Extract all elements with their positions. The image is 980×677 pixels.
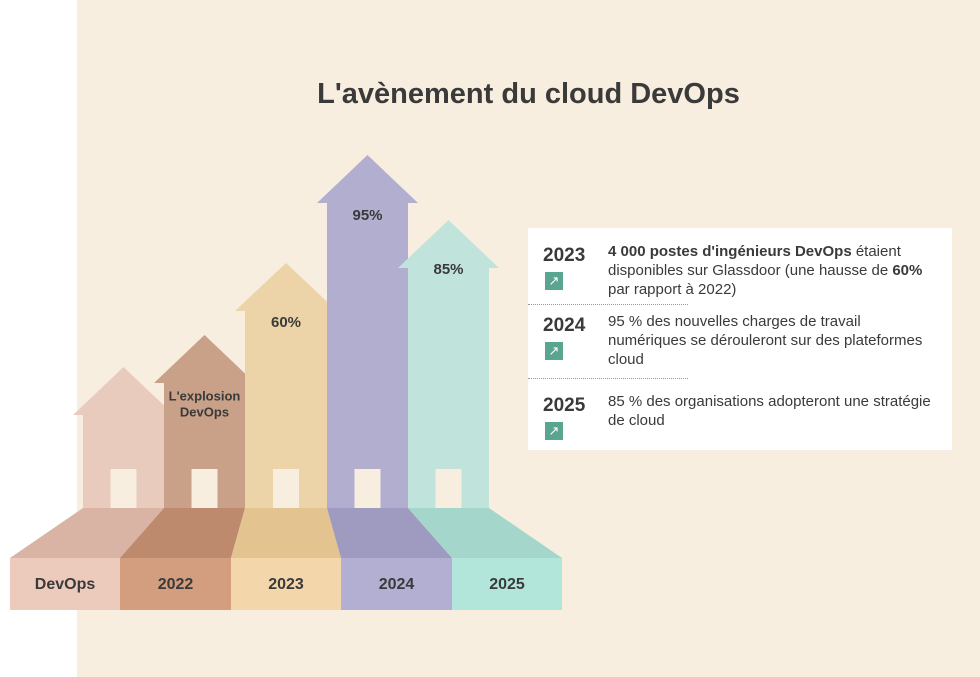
text-segment: par rapport à 2022) bbox=[608, 281, 737, 298]
text-segment: 60% bbox=[892, 262, 923, 279]
arrow-label: 2022 bbox=[158, 576, 194, 593]
arrow-icon: ↗ bbox=[545, 422, 563, 440]
fact-text: 4 000 postes d'ingénieurs DevOps étaient… bbox=[608, 242, 938, 299]
annotation: 85% bbox=[433, 261, 463, 278]
floor bbox=[120, 508, 245, 558]
annotation: L'explosion bbox=[169, 388, 241, 403]
arrow bbox=[73, 367, 174, 508]
label-box bbox=[452, 558, 562, 610]
arrow-label: 2025 bbox=[489, 576, 525, 593]
fact-year: 2025 bbox=[543, 395, 586, 416]
floor bbox=[327, 508, 452, 558]
arrow-label: 2024 bbox=[379, 576, 415, 593]
separator bbox=[528, 304, 688, 305]
annotation: 60% bbox=[271, 314, 301, 331]
fact-text: 95 % des nouvelles charges de travail nu… bbox=[608, 312, 938, 369]
arrow-label: DevOps bbox=[35, 576, 96, 593]
arrow-icon: ↗ bbox=[545, 272, 563, 290]
label-box bbox=[120, 558, 231, 610]
label-box bbox=[10, 558, 120, 610]
separator bbox=[528, 378, 688, 379]
arrow bbox=[235, 263, 337, 508]
fact-year: 2023 bbox=[543, 245, 586, 266]
window bbox=[354, 469, 381, 508]
label-box bbox=[341, 558, 452, 610]
text-segment: 85 % des organisations adopteront une st… bbox=[608, 393, 931, 429]
fact-text: 85 % des organisations adopteront une st… bbox=[608, 392, 938, 430]
text-segment: 95 % des nouvelles charges de travail nu… bbox=[608, 313, 923, 368]
arrow-icon: ↗ bbox=[545, 342, 563, 360]
window bbox=[110, 469, 137, 508]
arrow bbox=[398, 220, 499, 508]
text-segment: étaient disponibles sur Glassdoor (une h… bbox=[608, 243, 901, 279]
facts-panel: 2023 ↗ 4 000 postes d'ingénieurs DevOps ét… bbox=[528, 228, 952, 450]
annotation: DevOps bbox=[180, 404, 229, 419]
text-segment: 4 000 postes d'ingénieurs DevOps bbox=[608, 243, 852, 260]
fact-year: 2024 bbox=[543, 315, 586, 336]
title: L'avènement du cloud DevOps bbox=[317, 78, 740, 110]
arrow-label: 2023 bbox=[268, 576, 304, 593]
arrow bbox=[317, 155, 418, 508]
floor bbox=[408, 508, 562, 558]
floor bbox=[10, 508, 164, 558]
floor bbox=[231, 508, 341, 558]
annotation: 95% bbox=[352, 207, 382, 224]
window bbox=[273, 469, 299, 508]
label-box bbox=[231, 558, 341, 610]
window bbox=[435, 469, 462, 508]
arrow bbox=[154, 335, 255, 508]
window bbox=[191, 469, 218, 508]
